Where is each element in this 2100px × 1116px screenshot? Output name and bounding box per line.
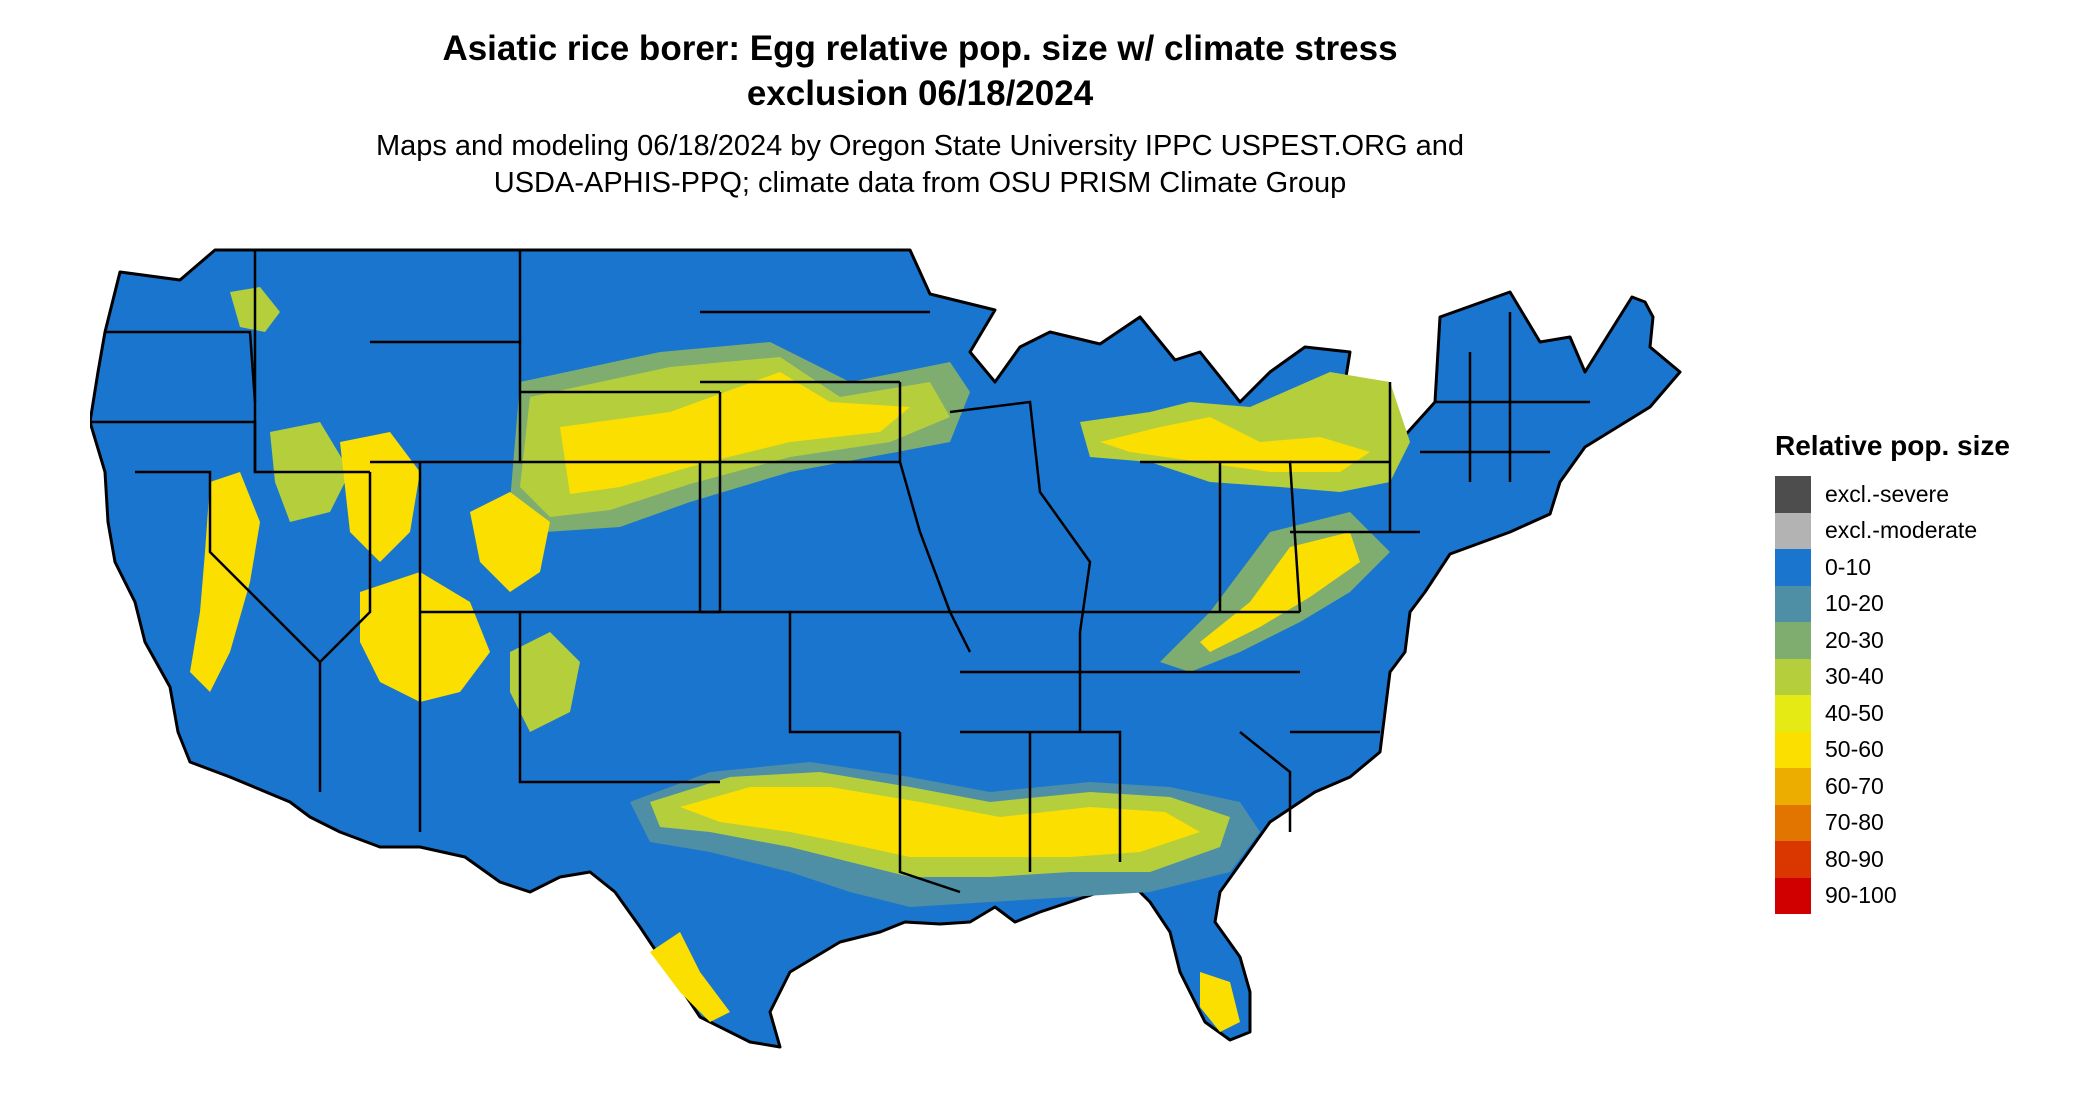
legend-item: 70-80 xyxy=(1775,804,2075,841)
legend-items: excl.-severe excl.-moderate 0-10 10-20 2… xyxy=(1775,476,2075,914)
legend-item: excl.-severe xyxy=(1775,476,2075,513)
legend-item: 30-40 xyxy=(1775,658,2075,695)
legend-swatch xyxy=(1775,731,1811,768)
legend-swatch xyxy=(1775,877,1811,914)
legend-item: 80-90 xyxy=(1775,841,2075,878)
legend-label: 50-60 xyxy=(1825,736,1884,763)
legend-swatch xyxy=(1775,768,1811,805)
map-title: Asiatic rice borer: Egg relative pop. si… xyxy=(0,26,1840,116)
legend-title: Relative pop. size xyxy=(1775,430,2010,461)
us-outline xyxy=(90,248,1682,1049)
title-line-2: exclusion 06/18/2024 xyxy=(746,74,1094,113)
legend-label: 0-10 xyxy=(1825,553,1872,580)
legend-swatch xyxy=(1775,841,1811,878)
state-borders xyxy=(90,249,1590,894)
legend-swatch xyxy=(1775,622,1811,659)
legend-label: 40-50 xyxy=(1825,699,1884,726)
us-map-svg xyxy=(90,248,1682,1049)
legend-label: 60-70 xyxy=(1825,772,1884,799)
legend-swatch xyxy=(1775,658,1811,695)
legend-label: excl.-moderate xyxy=(1825,517,1978,544)
legend-label: 30-40 xyxy=(1825,663,1884,690)
legend-item: 0-10 xyxy=(1775,549,2075,586)
legend-item: 60-70 xyxy=(1775,768,2075,805)
legend-item: excl.-moderate xyxy=(1775,512,2075,549)
legend-label: 90-100 xyxy=(1825,882,1897,909)
us-map xyxy=(90,232,1770,1102)
legend-swatch xyxy=(1775,476,1811,513)
legend-item: 40-50 xyxy=(1775,695,2075,732)
legend-label: 70-80 xyxy=(1825,809,1884,836)
map-subtitle: Maps and modeling 06/18/2024 by Oregon S… xyxy=(0,128,1840,202)
legend-swatch xyxy=(1775,549,1811,586)
legend-label: 20-30 xyxy=(1825,626,1884,653)
legend-swatch xyxy=(1775,695,1811,732)
legend-swatch xyxy=(1775,585,1811,622)
title-line-1: Asiatic rice borer: Egg relative pop. si… xyxy=(442,29,1398,68)
legend-item: 90-100 xyxy=(1775,877,2075,914)
legend-label: excl.-severe xyxy=(1825,480,1949,507)
legend-item: 20-30 xyxy=(1775,622,2075,659)
legend-swatch xyxy=(1775,512,1811,549)
legend-swatch xyxy=(1775,804,1811,841)
legend-label: 80-90 xyxy=(1825,845,1884,872)
legend-label: 10-20 xyxy=(1825,590,1884,617)
legend-item: 50-60 xyxy=(1775,731,2075,768)
subtitle-line-2: USDA-APHIS-PPQ; climate data from OSU PR… xyxy=(493,167,1347,199)
legend-item: 10-20 xyxy=(1775,585,2075,622)
legend: Relative pop. size excl.-severe excl.-mo… xyxy=(1775,430,2075,914)
subtitle-line-1: Maps and modeling 06/18/2024 by Oregon S… xyxy=(375,130,1465,162)
